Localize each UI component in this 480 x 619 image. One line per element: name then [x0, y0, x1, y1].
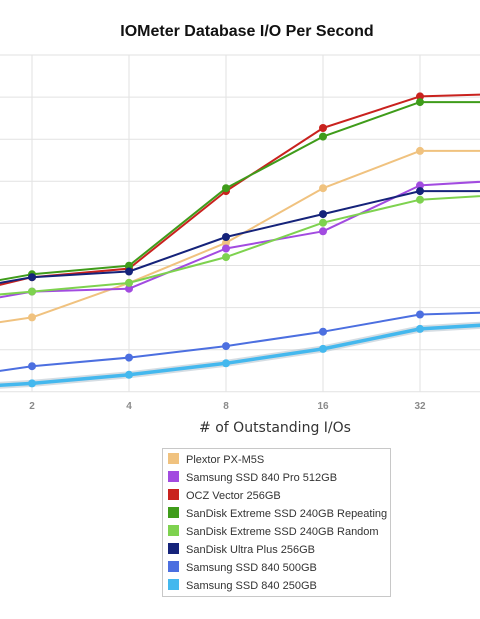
- legend-swatch: [168, 471, 179, 482]
- legend-item: SanDisk Extreme SSD 240GB Random: [168, 525, 379, 538]
- legend-label: Plextor PX-M5S: [186, 454, 264, 466]
- legend-item: Samsung SSD 840 Pro 512GB: [168, 471, 337, 484]
- data-point: [125, 284, 133, 293]
- legend-swatch: [168, 543, 179, 554]
- data-point: [28, 362, 36, 371]
- series-3: [0, 92, 480, 286]
- data-point: [125, 278, 133, 287]
- legend-label: SanDisk Extreme SSD 240GB Repeating: [186, 508, 387, 520]
- legend-item: Plextor PX-M5S: [168, 453, 264, 466]
- data-point: [28, 313, 36, 322]
- legend-item: OCZ Vector 256GB: [168, 489, 281, 502]
- data-point: [222, 359, 230, 368]
- legend-item: Samsung SSD 840 250GB: [168, 579, 317, 592]
- legend-item: Samsung SSD 840 500GB: [168, 561, 317, 574]
- x-tick-label: 4: [126, 401, 132, 412]
- series-6: [0, 187, 480, 284]
- data-point: [319, 344, 327, 353]
- series-line: [0, 323, 480, 388]
- x-axis-label: # of Outstanding I/Os: [199, 420, 351, 436]
- x-tick-label: 8: [223, 401, 229, 412]
- legend-swatch: [168, 525, 179, 536]
- legend-swatch: [168, 489, 179, 500]
- legend-label: Samsung SSD 840 500GB: [186, 562, 317, 574]
- data-point: [222, 342, 230, 351]
- legend-label: SanDisk Extreme SSD 240GB Random: [186, 526, 379, 538]
- x-tick-label: 2: [29, 401, 35, 412]
- legend-label: Samsung SSD 840 250GB: [186, 580, 317, 592]
- data-point: [416, 310, 424, 319]
- chart-title: IOMeter Database I/O Per Second: [120, 23, 373, 40]
- data-point: [28, 273, 36, 282]
- data-point: [416, 195, 424, 204]
- x-axis-ticks: 2 4 8 16 32: [29, 401, 426, 412]
- legend-swatch: [168, 561, 179, 572]
- series-line: [0, 195, 480, 296]
- series-line: [0, 311, 480, 372]
- data-point: [319, 227, 327, 236]
- series-7: [0, 310, 480, 372]
- data-point: [319, 132, 327, 141]
- data-point: [125, 370, 133, 379]
- data-point: [416, 187, 424, 196]
- series-2: [0, 180, 480, 299]
- data-point: [319, 210, 327, 219]
- legend-swatch: [168, 579, 179, 590]
- legend-box: [162, 448, 391, 597]
- series-line: [0, 180, 480, 299]
- data-point: [125, 353, 133, 362]
- data-point: [222, 253, 230, 262]
- data-point: [28, 287, 36, 296]
- series-8: [0, 321, 480, 389]
- series-line: [0, 101, 480, 282]
- series-line: [0, 149, 480, 324]
- data-point: [28, 379, 36, 388]
- legend-swatch: [168, 507, 179, 518]
- data-point: [319, 327, 327, 336]
- data-point: [416, 324, 424, 333]
- legend-label: Samsung SSD 840 Pro 512GB: [186, 472, 337, 484]
- data-point: [319, 218, 327, 227]
- series-1: [0, 146, 480, 324]
- data-point: [222, 184, 230, 193]
- data-point: [319, 124, 327, 132]
- legend-label: OCZ Vector 256GB: [186, 490, 281, 502]
- series-line: [0, 93, 480, 286]
- legend: Plextor PX-M5S Samsung SSD 840 Pro 512GB O…: [162, 448, 391, 597]
- legend-swatch: [168, 453, 179, 464]
- data-point: [416, 98, 424, 107]
- data-point: [416, 146, 424, 155]
- legend-item: SanDisk Extreme SSD 240GB Repeating: [168, 507, 387, 520]
- x-tick-label: 16: [317, 401, 329, 412]
- series-5: [0, 195, 480, 296]
- x-tick-label: 32: [414, 401, 426, 412]
- data-point: [319, 184, 327, 193]
- data-point: [222, 238, 230, 247]
- data-point: [125, 267, 133, 276]
- series-line: [0, 190, 480, 284]
- data-point: [416, 181, 424, 190]
- data-point: [222, 244, 230, 253]
- legend-label: SanDisk Ultra Plus 256GB: [186, 544, 315, 556]
- data-point: [222, 233, 230, 241]
- legend-item: SanDisk Ultra Plus 256GB: [168, 543, 315, 556]
- plot-series: [0, 92, 480, 389]
- data-point: [125, 261, 133, 270]
- data-point: [416, 92, 424, 101]
